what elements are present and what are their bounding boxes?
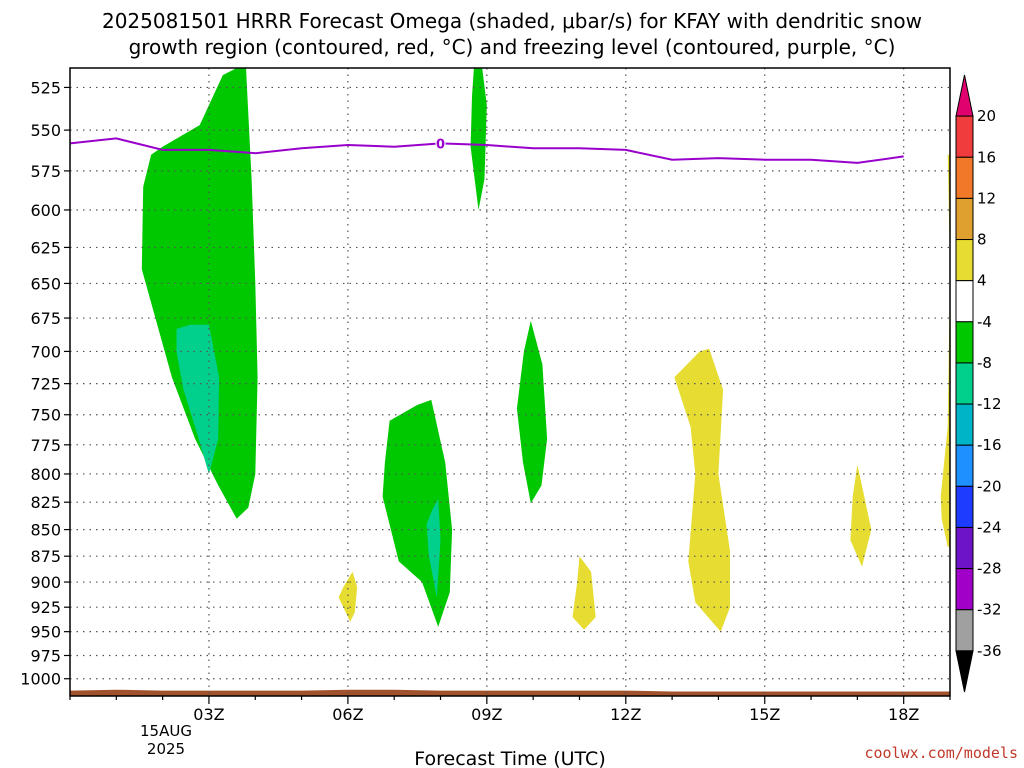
y-tick-label-575: 575 xyxy=(30,162,61,181)
colorbar-swatch-3 xyxy=(955,197,974,241)
colorbar-label--4: -4 xyxy=(977,313,992,331)
colorbar-swatch-5 xyxy=(955,280,974,323)
y-tick-label-750: 750 xyxy=(30,406,61,425)
x-date-day: 15AUG xyxy=(140,722,192,740)
terrain-fill xyxy=(70,689,950,696)
x-axis-label: Forecast Time (UTC) xyxy=(414,748,605,768)
y-tick-label-975: 975 xyxy=(30,646,61,665)
omega-yellow-11z xyxy=(572,556,596,630)
colorbar-swatch-2 xyxy=(955,156,974,199)
freezing-level-layer: 0 xyxy=(69,135,904,164)
y-tick-label-625: 625 xyxy=(30,238,61,257)
y-tick-label-550: 550 xyxy=(30,121,61,140)
y-tick-label-1000: 1000 xyxy=(20,670,61,689)
y-tick-label-650: 650 xyxy=(30,274,61,293)
colorbar-swatch-6 xyxy=(955,321,974,364)
colorbar-swatch-1 xyxy=(955,115,974,158)
colorbar-cap-top xyxy=(955,74,974,117)
y-tick-label-775: 775 xyxy=(30,436,61,455)
y-tick-label-700: 700 xyxy=(30,342,61,361)
colorbar-swatch-7 xyxy=(955,362,974,405)
x-date-year: 2025 xyxy=(147,740,185,758)
colorbar-label--36: -36 xyxy=(977,642,1002,660)
y-tick-label-675: 675 xyxy=(30,309,61,328)
y-tick-label-525: 525 xyxy=(30,78,61,97)
omega-green-03z xyxy=(141,68,258,519)
colorbar-label-16: 16 xyxy=(977,148,996,166)
chart-title-line-2: growth region (contoured, red, °C) and f… xyxy=(129,35,896,59)
omega-yellow-17z xyxy=(850,464,872,567)
x-tick-label-12Z: 12Z xyxy=(610,705,641,724)
chart-title-line-1: 2025081501 HRRR Forecast Omega (shaded, … xyxy=(102,9,922,33)
y-tick-label-825: 825 xyxy=(30,493,61,512)
plot-frame xyxy=(69,67,951,697)
omega-green-10z xyxy=(516,320,548,504)
colorbar-label-20: 20 xyxy=(977,107,996,125)
terrain-surface xyxy=(70,689,950,696)
site-credit: coolwx.com/models xyxy=(864,744,1018,762)
y-tick-label-875: 875 xyxy=(30,547,61,566)
y-tick-label-850: 850 xyxy=(30,521,61,540)
colorbar-swatch-10 xyxy=(955,485,974,528)
colorbar-label--28: -28 xyxy=(977,560,1002,578)
colorbar-label-8: 8 xyxy=(977,231,987,249)
y-tick-label-600: 600 xyxy=(30,201,61,220)
colorbar-label-12: 12 xyxy=(977,189,996,207)
x-tick-label-09Z: 09Z xyxy=(471,705,502,724)
omega-green-09z xyxy=(470,68,487,210)
omega-teal-07z xyxy=(426,498,441,598)
omega-yellow-edge xyxy=(940,154,950,547)
y-axis-ticks: 525 550 575 600 625 650 675 700 725 750 775 800 825 8… xyxy=(20,78,70,689)
colorbar-swatch-13 xyxy=(955,609,974,652)
x-tick-label-15Z: 15Z xyxy=(749,705,780,724)
colorbar: 20 16 12 8 4 -4 -8 -12 -16 -20 -24 -28 -32 -36 xyxy=(955,74,1002,693)
colorbar-swatch-4 xyxy=(955,239,974,282)
freezing-label-bg xyxy=(435,135,446,151)
colorbar-label--24: -24 xyxy=(977,518,1002,536)
y-tick-label-925: 925 xyxy=(30,598,61,617)
y-tick-label-725: 725 xyxy=(30,375,61,394)
colorbar-cap-bottom xyxy=(955,650,974,693)
colorbar-label--8: -8 xyxy=(977,354,992,372)
y-tick-label-800: 800 xyxy=(30,465,61,484)
x-tick-label-06Z: 06Z xyxy=(332,705,363,724)
colorbar-label--20: -20 xyxy=(977,477,1002,495)
y-tick-label-950: 950 xyxy=(30,623,61,642)
omega-yellow-06z xyxy=(338,571,358,622)
colorbar-swatch-8 xyxy=(955,403,974,446)
freezing-level-label: 0 xyxy=(436,137,445,152)
omega-shaded-regions xyxy=(141,68,950,632)
grid-lines xyxy=(70,68,950,696)
x-axis-ticks: 03Z 06Z 09Z 12Z 15Z 18Z xyxy=(69,696,951,724)
colorbar-swatch-11 xyxy=(955,526,974,570)
freezing-level-line xyxy=(69,137,904,164)
omega-green-07z xyxy=(382,399,453,627)
x-tick-label-18Z: 18Z xyxy=(888,705,919,724)
colorbar-swatch-12 xyxy=(955,568,974,611)
y-tick-label-900: 900 xyxy=(30,573,61,592)
omega-yellow-14z xyxy=(674,348,730,632)
colorbar-label--12: -12 xyxy=(977,395,1002,413)
colorbar-label-4: 4 xyxy=(977,272,987,290)
colorbar-swatch-9 xyxy=(955,444,974,487)
colorbar-label--32: -32 xyxy=(977,601,1002,619)
omega-teal-03z xyxy=(176,324,220,474)
x-tick-label-03Z: 03Z xyxy=(193,705,224,724)
colorbar-label--16: -16 xyxy=(977,436,1002,454)
